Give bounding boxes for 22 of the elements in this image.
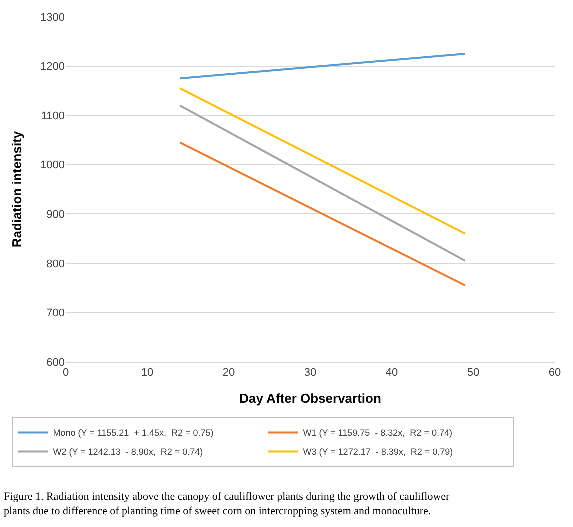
x-tick-label: 30 (304, 367, 317, 380)
x-tick-label: 60 (548, 367, 562, 380)
caption: Figure 1. Radiation intensity above the canopy of cauliflower plants during the growth of cauliflower plants due to difference of planting time of sweet corn on intercropping system and monoculture. (4, 491, 450, 518)
legend-label: W1 (Y = 1159.75 - 8.32x, R2 = 0.74) (303, 428, 452, 438)
y-tick-label: 800 (46, 258, 65, 270)
x-tick-label: 40 (386, 367, 398, 380)
x-tick-label: 0 (62, 367, 70, 380)
legend-label: Mono (Y = 1155.21 + 1.45x, R2 = 0.75) (53, 428, 214, 438)
x-tick-label: 50 (467, 367, 480, 380)
x-axis-title: Day After Observartion (240, 390, 382, 406)
y-axis-title: Radiation intensity (9, 130, 24, 248)
y-tick-label: 1000 (40, 160, 65, 172)
legend-label: W2 (Y = 1242.13 - 8.90x, R2 = 0.74) (53, 447, 204, 458)
x-tick-label: 20 (222, 367, 236, 380)
y-tick-label: 1100 (41, 110, 65, 122)
x-tick-label: 10 (141, 367, 154, 380)
y-tick-label: 700 (46, 308, 65, 320)
legend-label: W3 (Y = 1272.17 - 8.39x, R2 = 0.79) (303, 447, 454, 458)
y-tick-label: 600 (46, 356, 65, 369)
y-tick-label: 900 (46, 208, 65, 221)
y-tick-label: 1200 (40, 61, 65, 74)
y-tick-label: 1300 (40, 12, 65, 24)
